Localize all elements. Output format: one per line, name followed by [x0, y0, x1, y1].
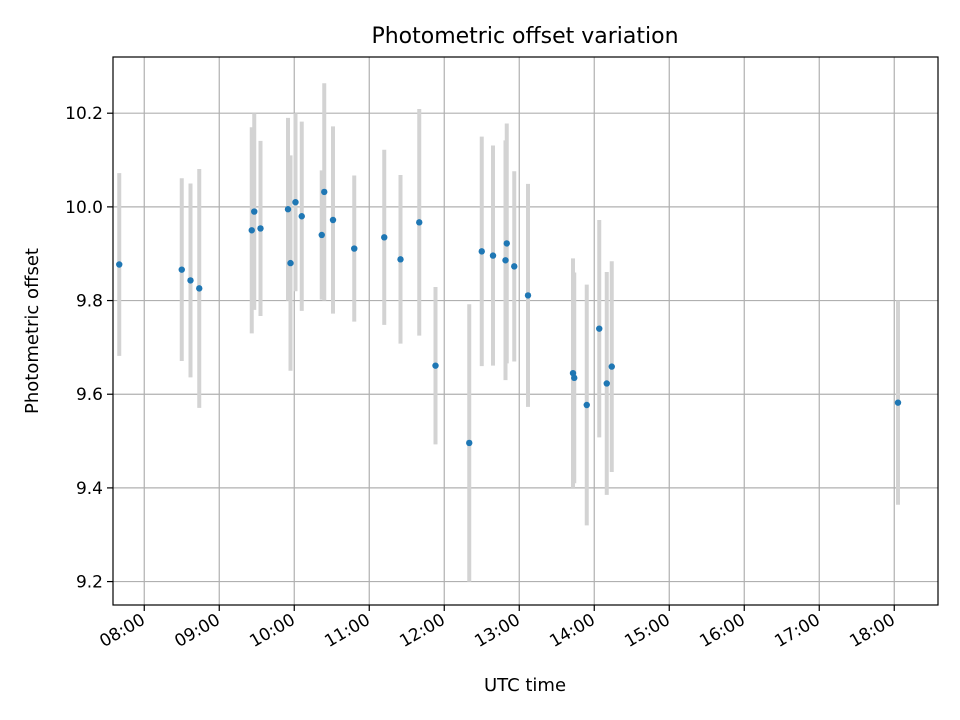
x-tick-label: 18:00	[846, 610, 898, 652]
x-tick-label: 08:00	[96, 610, 148, 652]
x-tick-label: 12:00	[396, 610, 448, 652]
data-point	[596, 325, 603, 332]
data-point	[257, 225, 264, 232]
data-point	[466, 439, 473, 447]
data-point	[287, 259, 294, 267]
data-point	[511, 263, 518, 270]
data-point	[502, 257, 509, 264]
data-point	[603, 380, 610, 387]
data-point	[187, 277, 194, 284]
data-point	[416, 219, 423, 226]
data-point	[248, 227, 255, 234]
x-tick-label: 09:00	[171, 610, 223, 652]
y-tick-label: 9.6	[76, 385, 103, 405]
x-tick-label: 17:00	[771, 610, 823, 652]
grid-layer	[113, 57, 938, 605]
data-point	[608, 363, 615, 370]
data-point	[351, 245, 358, 252]
x-axis-label: UTC time	[484, 675, 566, 696]
chart-title: Photometric offset variation	[371, 24, 678, 49]
x-tick-label: 11:00	[321, 610, 373, 652]
plot-frame	[112, 56, 939, 606]
data-point	[318, 231, 325, 239]
y-tick-label: 9.2	[76, 573, 103, 593]
data-point	[894, 399, 902, 406]
data-point	[329, 216, 337, 224]
data-point	[292, 198, 299, 206]
x-tick-label: 16:00	[696, 610, 748, 652]
x-tick-label: 13:00	[471, 610, 523, 652]
x-tick-label: 10:00	[246, 610, 298, 652]
x-tick-label: 15:00	[621, 610, 673, 652]
data-point	[178, 266, 185, 273]
data-point	[524, 292, 532, 299]
y-tick-label: 9.4	[76, 479, 103, 499]
data-point	[397, 256, 404, 263]
data-point	[381, 234, 388, 241]
data-point	[489, 252, 497, 259]
x-tick-label: 14:00	[546, 610, 598, 652]
y-tick-label: 10.0	[65, 198, 103, 218]
data-point	[478, 248, 485, 255]
y-tick-label: 10.2	[65, 104, 103, 124]
data-point	[251, 208, 258, 215]
data-point	[571, 374, 578, 382]
data-point	[503, 240, 510, 247]
errorbar-layer	[117, 83, 900, 582]
point-layer	[116, 188, 902, 447]
data-point	[583, 401, 590, 409]
y-axis-label: Photometric offset	[22, 248, 43, 414]
data-point	[321, 188, 328, 196]
data-point	[116, 261, 123, 268]
data-point	[284, 206, 292, 213]
y-tick-label: 9.8	[76, 292, 103, 312]
data-point	[432, 362, 439, 369]
data-point	[298, 213, 305, 220]
data-point	[196, 285, 203, 292]
